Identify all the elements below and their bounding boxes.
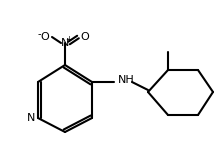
Text: +: +: [66, 34, 72, 43]
Text: O: O: [41, 32, 49, 42]
Text: N: N: [27, 113, 35, 123]
Text: N: N: [61, 38, 69, 48]
Text: NH: NH: [118, 75, 135, 85]
Text: O: O: [81, 32, 89, 42]
Text: -: -: [37, 29, 41, 39]
